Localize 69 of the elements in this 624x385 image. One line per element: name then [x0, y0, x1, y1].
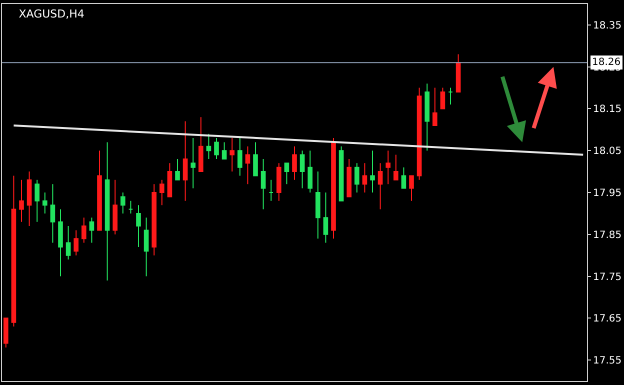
candlestick [128, 200, 134, 214]
candlestick [34, 179, 40, 222]
candlestick [198, 116, 204, 172]
candlestick [440, 87, 446, 110]
candlestick [167, 162, 172, 198]
candlestick [159, 179, 164, 206]
candlestick [245, 146, 250, 185]
candlestick [214, 138, 219, 160]
y-tick-label: 17.75 [593, 272, 622, 283]
y-tick-label: 17.85 [593, 230, 622, 241]
candlestick [66, 226, 71, 260]
candlestick [97, 150, 102, 231]
candlestick [222, 142, 227, 160]
candlestick [346, 158, 352, 198]
candlestick [416, 87, 422, 180]
candlestick [253, 142, 258, 176]
y-tick-label: 18.05 [593, 146, 622, 158]
candlestick [152, 184, 157, 256]
candlestick [409, 175, 414, 202]
candlestick [401, 166, 406, 189]
candlestick [448, 87, 453, 106]
candlestick [81, 217, 86, 244]
candlestick [237, 138, 242, 176]
candlestick [300, 150, 305, 189]
chart-title: XAGUSD,H4 [18, 7, 84, 20]
candlestick [292, 146, 297, 180]
candlestick [11, 175, 16, 328]
candlestick [42, 192, 48, 214]
candlestick [284, 162, 290, 185]
candlestick [354, 162, 360, 193]
candlestick [393, 154, 398, 180]
y-tick-label: 17.95 [593, 188, 622, 199]
candlestick [26, 171, 32, 227]
candlestick [175, 158, 180, 180]
candlestick [260, 158, 266, 210]
candlestick [206, 133, 212, 160]
candlestick [104, 142, 110, 281]
candlestick [276, 162, 282, 202]
candlestick [136, 204, 141, 248]
candlestick [378, 162, 383, 210]
candlestick [432, 87, 438, 126]
candlestick [370, 150, 375, 193]
candlestick [456, 54, 461, 92]
candlestick [74, 230, 79, 256]
candlestick [308, 150, 313, 193]
ref-line-label: 18.26 [592, 57, 621, 68]
candlestick [331, 138, 336, 240]
candlestick [230, 138, 235, 172]
candlestick [323, 192, 328, 244]
candlestick [120, 192, 126, 214]
candlestick [112, 179, 118, 235]
candlestick [144, 217, 149, 277]
y-tick-label: 17.65 [593, 314, 622, 325]
candlestick [89, 217, 94, 244]
candlestick [19, 179, 24, 222]
y-tick-label: 18.15 [593, 104, 622, 116]
candlestick [338, 146, 344, 202]
candlestick [424, 83, 430, 152]
candlestick [386, 150, 391, 185]
y-tick-label: 17.55 [593, 356, 622, 367]
candlestick [268, 179, 274, 202]
candlestick [3, 318, 8, 348]
candlestick [362, 162, 368, 193]
candlestick [190, 138, 196, 189]
candlestick [182, 120, 188, 202]
candlestick [315, 171, 320, 240]
candlestick [50, 184, 56, 244]
candlestick [58, 208, 63, 277]
y-tick-label: 18.35 [593, 20, 622, 32]
